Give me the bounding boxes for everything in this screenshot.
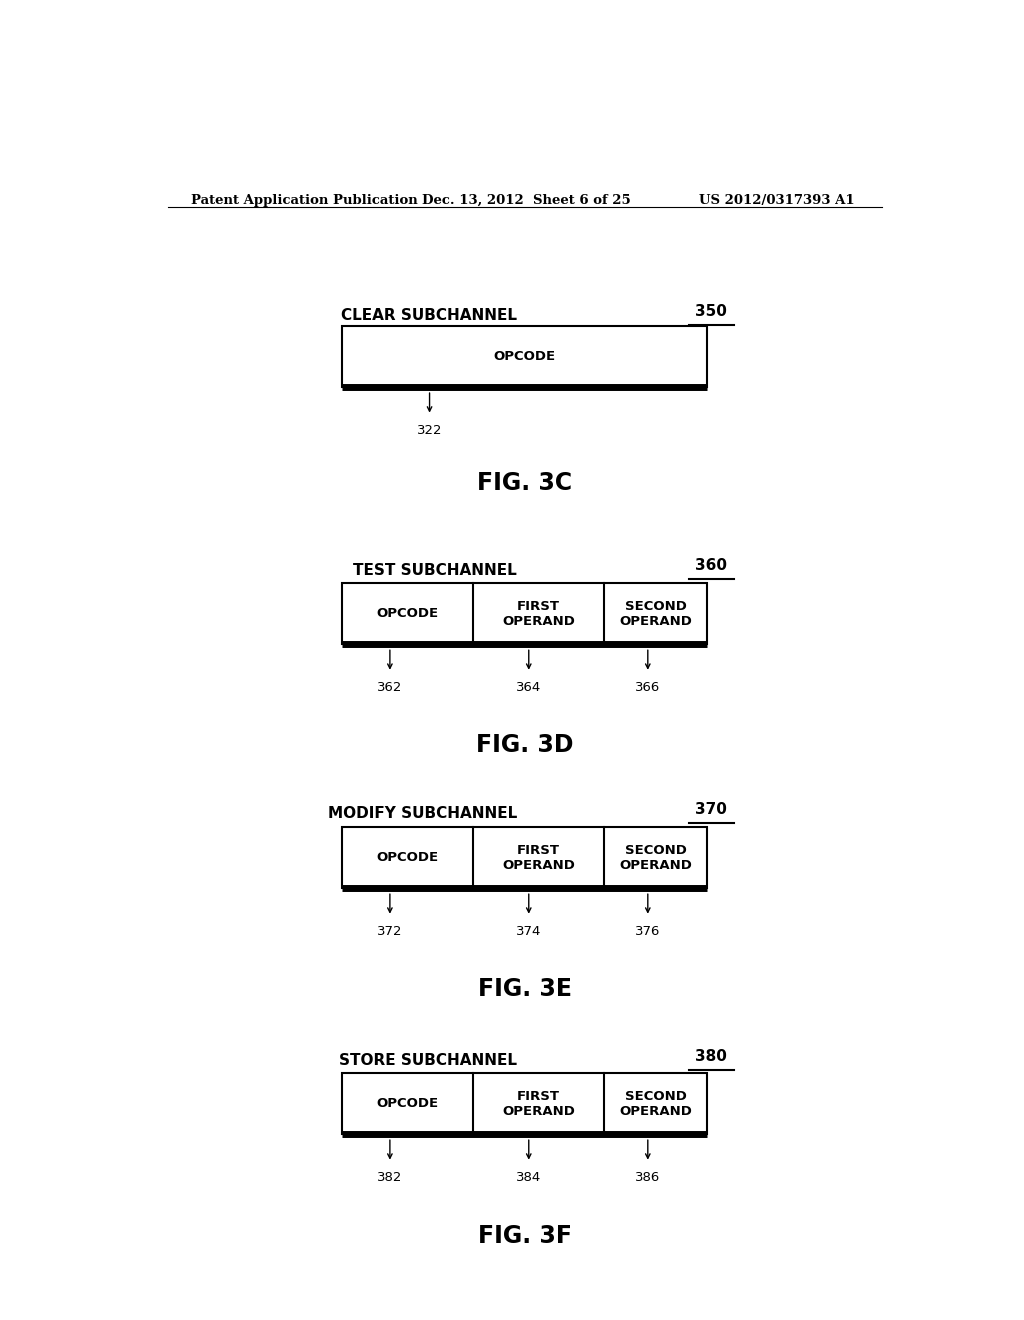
- Bar: [342, 326, 708, 387]
- Text: Patent Application Publication: Patent Application Publication: [191, 194, 418, 207]
- Bar: [342, 828, 708, 888]
- Text: 372: 372: [377, 925, 402, 937]
- Text: SECOND
OPERAND: SECOND OPERAND: [620, 843, 692, 871]
- Text: FIG. 3C: FIG. 3C: [477, 471, 572, 495]
- Text: 386: 386: [635, 1171, 660, 1184]
- Bar: [342, 583, 708, 644]
- Text: FIG. 3E: FIG. 3E: [478, 977, 571, 1001]
- Text: FIG. 3F: FIG. 3F: [478, 1224, 571, 1247]
- Text: 350: 350: [695, 305, 727, 319]
- Text: MODIFY SUBCHANNEL: MODIFY SUBCHANNEL: [328, 807, 517, 821]
- Text: 374: 374: [516, 925, 542, 937]
- Text: 362: 362: [377, 681, 402, 694]
- Text: OPCODE: OPCODE: [494, 350, 556, 363]
- Text: 322: 322: [417, 424, 442, 437]
- Text: US 2012/0317393 A1: US 2012/0317393 A1: [699, 194, 855, 207]
- Text: FIRST
OPERAND: FIRST OPERAND: [502, 599, 575, 628]
- Text: Dec. 13, 2012  Sheet 6 of 25: Dec. 13, 2012 Sheet 6 of 25: [422, 194, 631, 207]
- Text: 370: 370: [695, 803, 727, 817]
- Text: OPCODE: OPCODE: [377, 851, 439, 865]
- Text: SECOND
OPERAND: SECOND OPERAND: [620, 1089, 692, 1118]
- Bar: [342, 1073, 708, 1134]
- Text: FIRST
OPERAND: FIRST OPERAND: [502, 1089, 575, 1118]
- Text: 384: 384: [516, 1171, 542, 1184]
- Text: CLEAR SUBCHANNEL: CLEAR SUBCHANNEL: [341, 309, 517, 323]
- Text: 364: 364: [516, 681, 542, 694]
- Text: 360: 360: [695, 558, 727, 573]
- Text: SECOND
OPERAND: SECOND OPERAND: [620, 599, 692, 628]
- Text: FIG. 3D: FIG. 3D: [476, 733, 573, 756]
- Text: OPCODE: OPCODE: [377, 1097, 439, 1110]
- Text: 382: 382: [377, 1171, 402, 1184]
- Text: OPCODE: OPCODE: [377, 607, 439, 620]
- Text: STORE SUBCHANNEL: STORE SUBCHANNEL: [339, 1053, 517, 1068]
- Text: 366: 366: [635, 681, 660, 694]
- Text: 376: 376: [635, 925, 660, 937]
- Text: 380: 380: [695, 1049, 727, 1064]
- Text: FIRST
OPERAND: FIRST OPERAND: [502, 843, 575, 871]
- Text: TEST SUBCHANNEL: TEST SUBCHANNEL: [353, 562, 517, 578]
